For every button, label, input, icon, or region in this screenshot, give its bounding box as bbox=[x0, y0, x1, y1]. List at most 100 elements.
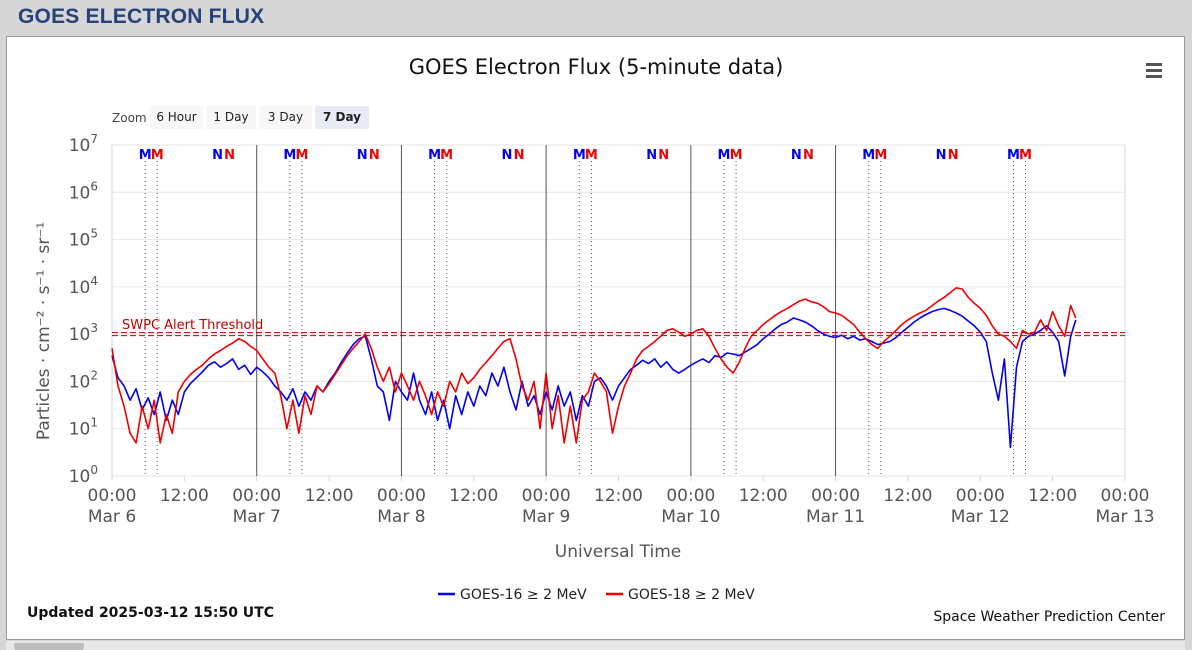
mn-marker-label: N bbox=[646, 148, 657, 163]
zoom-button-bg bbox=[206, 106, 256, 129]
x-tick-time: 00:00 bbox=[1101, 486, 1150, 506]
goes-18-series-line bbox=[111, 287, 1077, 444]
legend-label: GOES-18 ≥ 2 MeV bbox=[628, 587, 755, 603]
mn-marker-label: M bbox=[440, 148, 453, 163]
x-tick-time: 12:00 bbox=[594, 486, 643, 506]
x-tick-time: 12:00 bbox=[1028, 486, 1077, 506]
legend-label: GOES-16 ≥ 2 MeV bbox=[460, 587, 587, 603]
chart-panel: GOES Electron Flux (5-minute data) Zoom … bbox=[6, 36, 1185, 640]
x-tick-date: Mar 9 bbox=[522, 507, 570, 527]
legend-item-goes-16[interactable]: GOES-16 ≥ 2 MeV bbox=[438, 587, 587, 603]
y-axis-label: Particles · cm⁻² · s⁻¹ · sr⁻¹ bbox=[34, 222, 54, 440]
x-tick-time: 12:00 bbox=[449, 486, 498, 506]
page-scrollbar[interactable] bbox=[6, 641, 1185, 650]
y-tick-label: 107 bbox=[69, 132, 98, 156]
day-separator-lines bbox=[256, 145, 837, 476]
x-tick-time: 00:00 bbox=[811, 486, 860, 506]
y-tick-label: 102 bbox=[69, 368, 98, 392]
x-tick-time: 00:00 bbox=[88, 486, 137, 506]
y-tick-label: 106 bbox=[69, 179, 98, 203]
mn-marker-label: N bbox=[803, 148, 814, 163]
x-tick-time: 12:00 bbox=[739, 486, 788, 506]
hamburger-menu-icon[interactable] bbox=[1146, 63, 1162, 78]
mn-marker-label: M bbox=[862, 148, 875, 163]
x-tick-date: Mar 13 bbox=[1095, 507, 1154, 527]
mn-marker-label: N bbox=[658, 148, 669, 163]
x-tick-time: 00:00 bbox=[232, 486, 281, 506]
y-gridlines bbox=[112, 144, 1125, 477]
x-tick-date: Mar 7 bbox=[233, 507, 281, 527]
x-tick-time: 00:00 bbox=[666, 486, 715, 506]
y-tick-label: 100 bbox=[69, 463, 98, 487]
zoom-button-label: 7 Day bbox=[323, 110, 361, 124]
mn-marker-label: M bbox=[1007, 148, 1020, 163]
zoom-button-group: 6 Hour 1 Day 3 Day 7 Day bbox=[150, 106, 369, 129]
x-tick-time: 00:00 bbox=[522, 486, 571, 506]
mn-marker-label: N bbox=[357, 148, 368, 163]
alert-threshold: SWPC Alert Threshold bbox=[112, 318, 1125, 337]
mn-marker-label: N bbox=[502, 148, 513, 163]
x-tick-time: 12:00 bbox=[883, 486, 932, 506]
mn-marker-label: M bbox=[151, 148, 164, 163]
y-axis-ticks: 100 101 102 103 104 105 106 107 bbox=[69, 132, 98, 487]
zoom-button-7-day[interactable]: 7 Day bbox=[315, 106, 369, 129]
credit-text: Space Weather Prediction Center bbox=[933, 609, 1165, 625]
x-tick-time: 12:00 bbox=[305, 486, 354, 506]
mn-marker-label: M bbox=[573, 148, 586, 163]
x-tick-date: Mar 11 bbox=[806, 507, 865, 527]
x-axis-label: Universal Time bbox=[555, 542, 681, 562]
y-tick-label: 101 bbox=[69, 416, 98, 440]
y-tick-label: 105 bbox=[69, 227, 98, 251]
x-tick-date: Mar 10 bbox=[661, 507, 720, 527]
page-header: GOES ELECTRON FLUX bbox=[0, 0, 1192, 36]
threshold-label: SWPC Alert Threshold bbox=[122, 318, 263, 333]
series-lines bbox=[111, 287, 1077, 449]
x-tick-time: 00:00 bbox=[377, 486, 426, 506]
plot-frame bbox=[111, 144, 1126, 477]
mn-marker-label: M bbox=[295, 148, 308, 163]
zoom-button-bg bbox=[259, 106, 312, 129]
x-tick-date: Mar 12 bbox=[951, 507, 1010, 527]
mn-marker-label: M bbox=[718, 148, 731, 163]
updated-timestamp: Updated 2025-03-12 15:50 UTC bbox=[27, 605, 274, 621]
mn-marker-label: N bbox=[948, 148, 959, 163]
mn-marker-label: N bbox=[224, 148, 235, 163]
zoom-label: Zoom bbox=[112, 111, 147, 125]
mn-marker-label: N bbox=[212, 148, 223, 163]
zoom-button-label: 1 Day bbox=[213, 110, 248, 124]
mn-marker-label: N bbox=[791, 148, 802, 163]
legend: GOES-16 ≥ 2 MeV GOES-18 ≥ 2 MeV bbox=[438, 587, 755, 603]
scrollbar-thumb[interactable] bbox=[14, 643, 84, 650]
x-tick-date: Mar 8 bbox=[377, 507, 425, 527]
mn-marker-label: M bbox=[139, 148, 152, 163]
zoom-button-bg bbox=[315, 106, 369, 129]
goes-16-series-line bbox=[111, 307, 1077, 449]
mn-marker-label: M bbox=[428, 148, 441, 163]
mn-marker-label: M bbox=[730, 148, 743, 163]
plot-area bbox=[111, 144, 1126, 477]
y-tick-label: 104 bbox=[69, 274, 98, 298]
mn-marker-label: M bbox=[283, 148, 296, 163]
mn-marker-label: N bbox=[936, 148, 947, 163]
zoom-button-label: 6 Hour bbox=[156, 110, 196, 124]
zoom-button-3-day[interactable]: 3 Day bbox=[259, 106, 312, 129]
y-tick-label: 103 bbox=[69, 321, 98, 345]
x-tick-date: Mar 6 bbox=[88, 507, 136, 527]
legend-item-goes-18[interactable]: GOES-18 ≥ 2 MeV bbox=[606, 587, 755, 603]
mn-marker-label: M bbox=[874, 148, 887, 163]
x-tick-time: 00:00 bbox=[956, 486, 1005, 506]
zoom-button-1-day[interactable]: 1 Day bbox=[206, 106, 256, 129]
electron-flux-chart: GOES Electron Flux (5-minute data) Zoom … bbox=[27, 55, 1165, 625]
zoom-button-6-hour[interactable]: 6 Hour bbox=[150, 106, 203, 129]
page-title: GOES ELECTRON FLUX bbox=[18, 5, 265, 28]
mn-marker-label: N bbox=[514, 148, 525, 163]
mn-marker-label: N bbox=[369, 148, 380, 163]
mn-marker-label: M bbox=[1019, 148, 1032, 163]
zoom-button-label: 3 Day bbox=[268, 110, 303, 124]
x-tick-time: 12:00 bbox=[160, 486, 209, 506]
chart-title: GOES Electron Flux (5-minute data) bbox=[409, 55, 784, 79]
zoom-button-bg bbox=[150, 106, 203, 129]
mn-marker-label: M bbox=[585, 148, 598, 163]
